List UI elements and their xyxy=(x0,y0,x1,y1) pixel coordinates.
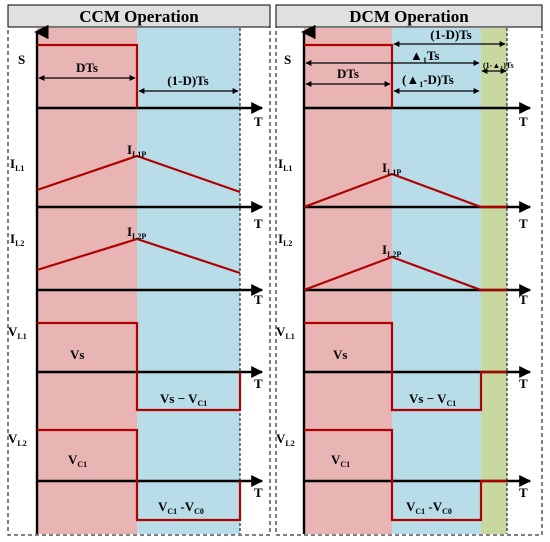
ccm-vl1-waveform xyxy=(37,321,242,412)
dcm-dts-label: DTs xyxy=(337,66,359,81)
ccm-il2-t-label: T xyxy=(254,292,263,307)
dcm-idle-phase-region xyxy=(481,28,507,534)
dcm-il2-label: IL2 xyxy=(278,231,292,248)
dcm-vl2-waveform xyxy=(304,428,507,522)
dcm-vl2-label: VL2 xyxy=(276,431,295,448)
ccm-panel: CCM Operation S T DTs (1-D)Ts IL1 T IL1P… xyxy=(7,4,271,536)
dcm-off-phase-region xyxy=(392,28,481,534)
dcm-delta1-minus-d-label: (▲1-D)Ts xyxy=(402,72,454,89)
ccm-dts-label: DTs xyxy=(76,60,98,75)
dcm-panel-frame xyxy=(275,26,543,536)
dcm-vl2-t-label: T xyxy=(519,485,528,500)
ccm-one-minus-d-label: (1-D)Ts xyxy=(167,73,208,88)
dcm-il2p-label: IL2P xyxy=(382,242,401,259)
dcm-il1-t-label: T xyxy=(519,216,528,231)
dcm-vl1-t-label: T xyxy=(519,376,528,391)
dcm-s-waveform xyxy=(304,43,394,108)
dcm-il1p-label: IL1P xyxy=(382,160,401,177)
dcm-s-t-label: T xyxy=(519,114,528,129)
ccm-vc1-minus-vc0-label: VC1 -VC0 xyxy=(158,499,204,516)
ccm-vl2-label: VL2 xyxy=(8,431,27,448)
ccm-title: CCM Operation xyxy=(79,7,199,26)
ccm-il1-label: IL1 xyxy=(10,156,24,173)
dcm-il2-waveform xyxy=(303,255,507,292)
dcm-il2-t-label: T xyxy=(519,292,528,307)
dcm-one-minus-d-label: (1-D)Ts xyxy=(430,27,471,42)
dcm-panel: DCM Operation S T (1-D)Ts ▲1Ts DTs (▲1-D… xyxy=(275,4,543,536)
ccm-off-phase-region xyxy=(137,28,240,534)
dcm-vs-minus-vc1-label: Vs − VC1 xyxy=(409,391,456,408)
ccm-s-label: S xyxy=(18,52,25,67)
ccm-s-waveform xyxy=(37,43,139,108)
dcm-vl1-waveform xyxy=(304,321,507,412)
ccm-il1-waveform xyxy=(36,154,241,194)
ccm-vl2-waveform xyxy=(37,428,242,522)
dcm-one-minus-delta1-label: (1-▲1)Ts xyxy=(483,61,514,72)
dcm-vc1-minus-vc0-label: VC1 -VC0 xyxy=(406,499,452,516)
dcm-il1-label: IL1 xyxy=(278,156,292,173)
dcm-il1-waveform xyxy=(303,172,507,209)
ccm-header-bg xyxy=(7,4,271,28)
ccm-on-phase-region xyxy=(37,28,137,534)
dcm-on-phase-region xyxy=(304,28,392,534)
ccm-vs-label: Vs xyxy=(70,347,84,362)
ccm-vl1-label: VL1 xyxy=(8,324,27,341)
dcm-vc1-label: VC1 xyxy=(331,452,350,469)
ccm-il1-t-label: T xyxy=(254,216,263,231)
dcm-s-label: S xyxy=(284,52,291,67)
ccm-s-t-label: T xyxy=(254,114,263,129)
ccm-vl1-t-label: T xyxy=(254,376,263,391)
ccm-il2-label: IL2 xyxy=(10,231,24,248)
ccm-il2-waveform xyxy=(36,237,241,275)
dcm-vl1-label: VL1 xyxy=(276,324,295,341)
ccm-vc1-label: VC1 xyxy=(68,452,87,469)
ccm-il1p-label: IL1P xyxy=(127,142,146,159)
ccm-vl2-t-label: T xyxy=(254,485,263,500)
dcm-delta1-label: ▲1Ts xyxy=(410,48,439,65)
dcm-vs-label: Vs xyxy=(333,347,347,362)
dcm-title: DCM Operation xyxy=(349,7,469,26)
ccm-vs-minus-vc1-label: Vs − VC1 xyxy=(160,391,207,408)
ccm-il2p-label: IL2P xyxy=(127,224,146,241)
